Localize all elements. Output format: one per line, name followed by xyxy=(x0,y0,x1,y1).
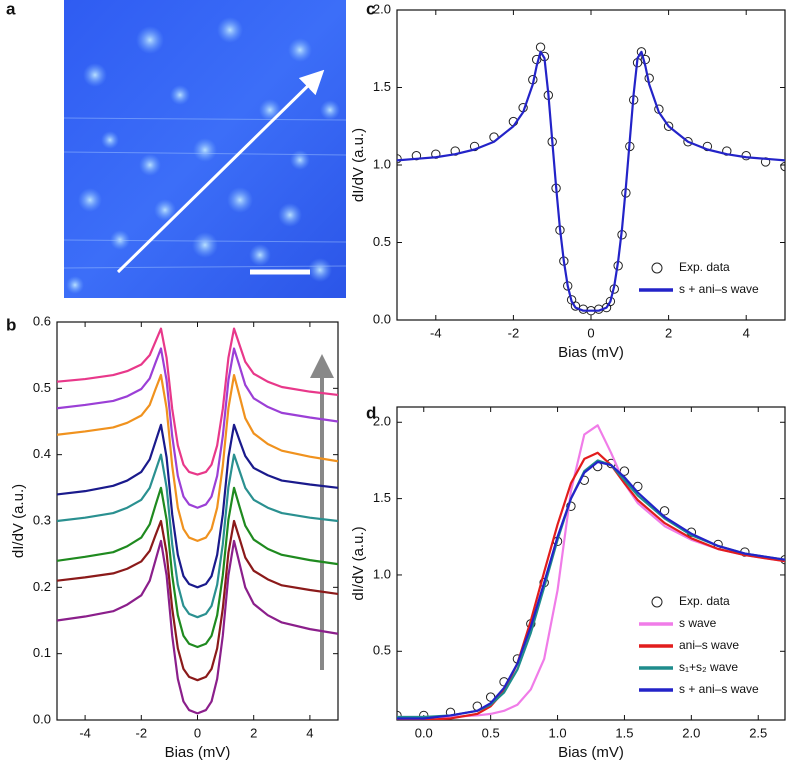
legend-label: s wave xyxy=(679,616,717,630)
y-tick-label: 0.4 xyxy=(33,446,51,461)
panel-label: a xyxy=(6,0,16,18)
x-axis-label: Bias (mV) xyxy=(558,344,624,361)
legend-label: s + ani–s wave xyxy=(679,282,759,296)
data-point xyxy=(683,137,693,147)
y-tick-label: 0.5 xyxy=(33,380,51,395)
legend-label: Exp. data xyxy=(679,594,730,608)
plot-area xyxy=(397,424,785,720)
panel-label: b xyxy=(6,315,16,334)
x-tick-label: 2.0 xyxy=(682,725,700,740)
series-line xyxy=(57,486,338,649)
x-tick-label: 2.5 xyxy=(749,725,767,740)
x-tick-label: 0.5 xyxy=(482,725,500,740)
x-tick-label: -4 xyxy=(430,325,442,340)
x-tick-label: -2 xyxy=(508,325,520,340)
x-tick-label: 1.5 xyxy=(615,725,633,740)
x-tick-label: 1.0 xyxy=(549,725,567,740)
data-point xyxy=(570,301,581,311)
x-tick-label: 0.0 xyxy=(415,725,433,740)
y-tick-label: 0.1 xyxy=(33,645,51,660)
x-tick-label: 2 xyxy=(665,325,672,340)
y-tick-label: 1.5 xyxy=(373,79,391,94)
legend-label: s + ani–s wave xyxy=(679,682,759,696)
x-tick-label: 0 xyxy=(587,325,594,340)
y-tick-label: 0.5 xyxy=(373,234,391,249)
y-tick-label: 0.2 xyxy=(33,579,51,594)
x-tick-label: -4 xyxy=(79,725,91,740)
x-tick-label: 2 xyxy=(250,725,257,740)
series-line xyxy=(397,459,785,719)
legend-marker xyxy=(651,262,663,274)
y-tick-label: 0.3 xyxy=(33,512,51,527)
panel-label: d xyxy=(366,403,376,422)
y-tick-label: 1.0 xyxy=(373,566,391,581)
legend-label: s₁+s₂ wave xyxy=(679,660,738,674)
data-point xyxy=(780,161,785,172)
y-tick-label: 1.5 xyxy=(373,490,391,505)
series-line xyxy=(57,373,338,542)
x-tick-label: 4 xyxy=(743,325,750,340)
series-line xyxy=(57,347,338,509)
legend-marker xyxy=(651,596,663,608)
plot-frame xyxy=(56,321,339,721)
stm-image xyxy=(63,0,347,298)
series-line xyxy=(57,327,338,476)
x-tick-label: 0 xyxy=(194,725,201,740)
y-axis-label: dI/dV (a.u.) xyxy=(10,484,27,558)
y-tick-label: 0.5 xyxy=(373,643,391,658)
series-line xyxy=(397,451,785,720)
data-point xyxy=(659,506,670,516)
series-line xyxy=(57,423,338,589)
legend-label: ani–s wave xyxy=(679,638,739,652)
data-point xyxy=(663,121,674,131)
y-tick-label: 2.0 xyxy=(373,1,391,16)
y-axis-label: dI/dV (a.u.) xyxy=(350,128,367,202)
series-line xyxy=(57,453,338,619)
x-tick-label: 4 xyxy=(306,725,313,740)
x-axis-label: Bias (mV) xyxy=(558,744,624,761)
plot-area xyxy=(57,327,338,715)
data-point xyxy=(397,710,402,720)
series-line xyxy=(397,424,785,719)
data-point xyxy=(636,47,647,57)
legend-label: Exp. data xyxy=(679,260,730,274)
y-tick-label: 0.6 xyxy=(33,313,51,328)
data-point xyxy=(397,154,402,164)
plot-area xyxy=(397,42,785,316)
x-tick-label: -2 xyxy=(136,725,148,740)
x-axis-label: Bias (mV) xyxy=(165,744,231,761)
y-tick-label: 2.0 xyxy=(373,414,391,429)
series-line xyxy=(57,519,338,682)
y-tick-label: 0.0 xyxy=(33,711,51,726)
series-line xyxy=(57,539,338,715)
series-line xyxy=(397,460,785,720)
panel-label: c xyxy=(366,0,375,18)
y-tick-label: 0.0 xyxy=(373,311,391,326)
y-axis-label: dI/dV (a.u.) xyxy=(350,526,367,600)
y-tick-label: 1.0 xyxy=(373,156,391,171)
series-line xyxy=(397,50,785,312)
data-point xyxy=(535,42,546,52)
